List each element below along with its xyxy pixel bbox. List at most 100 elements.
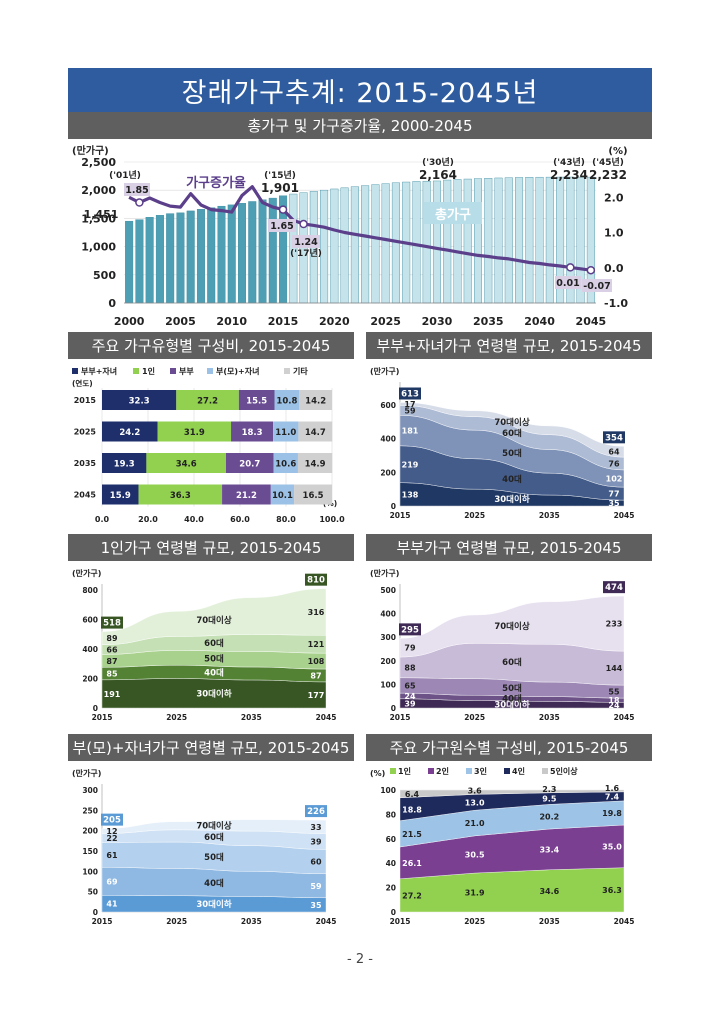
total-start-label-box xyxy=(399,623,421,636)
bar-segment xyxy=(222,484,271,505)
data-label: 10.8 xyxy=(276,397,297,407)
bar xyxy=(443,179,452,304)
legend-swatch xyxy=(207,368,213,374)
y-tick-left: 500 xyxy=(93,269,116,282)
y-unit: (%) xyxy=(370,769,385,778)
growth-rate-line xyxy=(128,185,592,272)
data-label-end: 35 xyxy=(310,901,322,910)
bar xyxy=(494,177,503,304)
x-tick: 2045 xyxy=(614,917,635,926)
section-title-single-parent: 부(모)+자녀가구 연령별 규모, 2015-2045 xyxy=(68,734,354,761)
legend-swatch xyxy=(428,768,434,774)
bar-segment xyxy=(146,453,226,473)
bar xyxy=(350,186,359,304)
legend-swatch xyxy=(504,768,510,774)
data-label: 18.3 xyxy=(242,428,263,438)
total-end-label: 810 xyxy=(307,576,325,586)
annotation: ('01년) xyxy=(109,169,141,181)
x-tick: 2035 xyxy=(539,917,560,926)
x-tick: 2045 xyxy=(614,511,635,520)
data-label: 27.2 xyxy=(197,397,218,407)
data-label: 21.0 xyxy=(465,819,485,828)
x-tick: 2025 xyxy=(166,713,187,722)
x-tick: 2030 xyxy=(422,315,453,328)
data-label-end: 55 xyxy=(608,688,620,697)
legend-label: 부부+자녀 xyxy=(81,366,117,376)
bar xyxy=(422,180,431,304)
y-tick: 100 xyxy=(380,680,396,689)
series-name-label: 50대 xyxy=(502,683,522,694)
data-label-start: 138 xyxy=(402,490,419,499)
y-tick: 400 xyxy=(380,435,396,444)
series-name-label: 30대이하 xyxy=(494,494,529,505)
x-tick: 100.0 xyxy=(319,515,345,524)
y-tick-left: 0 xyxy=(108,297,116,310)
annotation-box xyxy=(124,183,150,196)
series-name-label: 70대이상 xyxy=(196,821,231,832)
data-label-start: 65 xyxy=(404,681,416,690)
data-label: 36.3 xyxy=(170,491,191,501)
bar xyxy=(381,183,390,304)
bar xyxy=(484,178,493,304)
data-label: 15.5 xyxy=(246,397,267,407)
y-tick: 0 xyxy=(93,704,98,713)
bar xyxy=(340,187,349,304)
data-label-end: 64 xyxy=(608,448,620,457)
y-tick: 300 xyxy=(380,633,396,642)
data-label-start: 89 xyxy=(106,634,118,643)
annotation-box xyxy=(582,279,612,292)
bar-segment xyxy=(176,390,239,410)
y-unit: (만가구) xyxy=(72,768,101,778)
data-label-end: 121 xyxy=(308,640,325,649)
annotation: 1.85 xyxy=(125,185,148,196)
annotation: 1,901 xyxy=(261,181,299,195)
section-title-total-households: 총가구 및 가구증가율, 2000-2045 xyxy=(68,112,652,139)
bar-segment xyxy=(102,453,147,473)
bar-segment xyxy=(238,390,275,410)
bar xyxy=(474,178,482,304)
bar xyxy=(463,178,472,304)
x-tick: 2020 xyxy=(319,315,350,328)
bar-segment xyxy=(102,390,177,410)
area-4 xyxy=(101,588,327,645)
total-end-label: 226 xyxy=(307,807,325,817)
data-label: 24.2 xyxy=(119,428,140,438)
bar xyxy=(525,177,534,304)
annotation: ('17년) xyxy=(290,247,322,259)
series-name-label: 60대 xyxy=(502,657,522,668)
x-tick: 2015 xyxy=(390,917,411,926)
couple-children-age-chart: (만가구) 0 200 400 600 2015 2025 2035 2045 30대이하 40대 5… xyxy=(370,366,635,520)
bar xyxy=(371,184,380,304)
series-name-label: 70대이상 xyxy=(494,417,529,428)
series-label-growth: 가구증가율 xyxy=(186,175,246,191)
x-tick: 2025 xyxy=(464,917,485,926)
y-tick: 80 xyxy=(386,810,396,819)
household-types-chart: 부부+자녀 1인 부부 부(모)+자녀 기타 (연도) 0.0 20.0 40.0 60.0 80.… xyxy=(72,366,345,524)
annotation: 1.65 xyxy=(270,221,293,232)
bar xyxy=(535,176,544,304)
x-tick: 40.0 xyxy=(184,515,204,524)
bar xyxy=(248,201,257,304)
bar xyxy=(453,179,462,304)
data-label: 7.4 xyxy=(605,792,620,801)
data-label: 14.9 xyxy=(305,460,326,470)
single-parent-age-chart: (만가구) 0 50 100 150 200 250 300 2015 2025 2035 2045 3… xyxy=(72,768,336,926)
y-axis-label: (연도) xyxy=(72,378,93,388)
bar xyxy=(504,177,513,304)
section-title-household-types: 주요 가구유형별 구성비, 2015-2045 xyxy=(68,332,354,359)
area-4 xyxy=(101,819,327,834)
series-name-label: 40대 xyxy=(502,693,522,704)
data-label: 15.9 xyxy=(110,491,131,501)
data-label-end: 18 xyxy=(608,696,620,705)
y-tick: 400 xyxy=(380,610,396,619)
data-label: 32.3 xyxy=(129,397,150,407)
data-label: 21.2 xyxy=(236,491,257,501)
x-tick: 2025 xyxy=(464,713,485,722)
data-label: 20.7 xyxy=(239,460,260,470)
single-person-age-chart: (만가구) 0 200 400 600 800 2015 2025 2035 2045 30대이하 4… xyxy=(72,568,336,722)
data-label: 10.1 xyxy=(272,491,293,501)
growth-rate-marker xyxy=(566,263,575,272)
x-tick: 2025 xyxy=(370,315,401,328)
series-name-label: 30대이하 xyxy=(494,699,529,710)
legend-swatch xyxy=(72,368,78,374)
